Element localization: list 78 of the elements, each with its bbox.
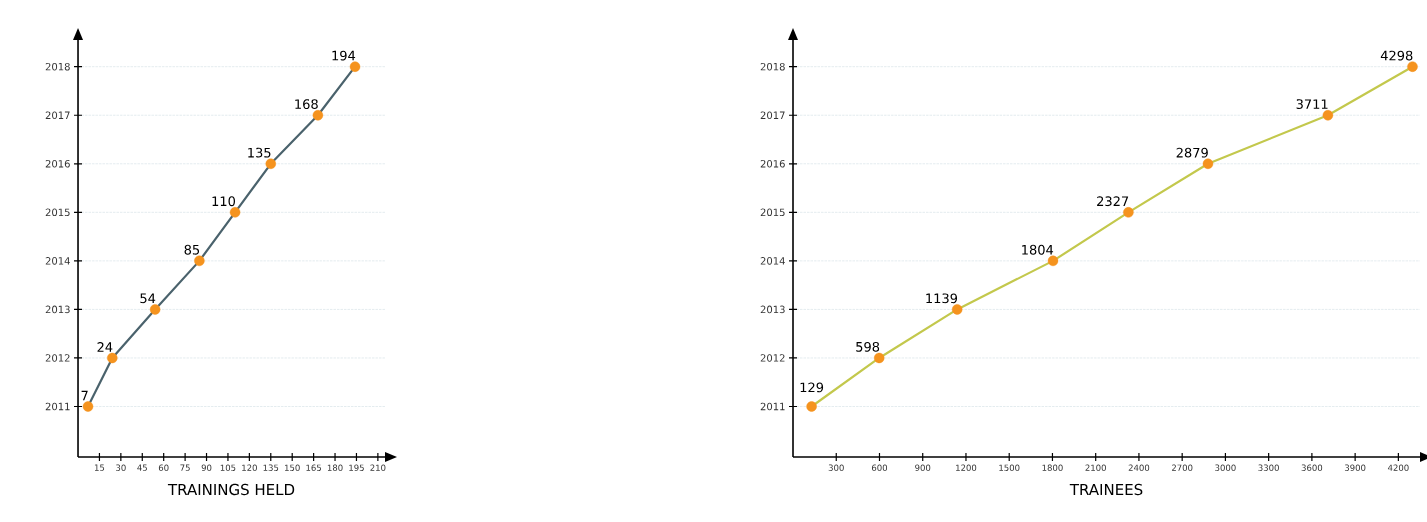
- x-tick-label: 60: [158, 464, 169, 471]
- x-tick-label: 3300: [1258, 464, 1279, 471]
- x-tick-label: 75: [180, 464, 190, 471]
- y-tick-label: 2015: [45, 208, 70, 217]
- data-label: 3711: [1296, 99, 1328, 110]
- x-tick-label: 30: [116, 464, 126, 471]
- data-label: 194: [332, 50, 356, 61]
- x-tick-label: 600: [871, 464, 888, 471]
- x-tick-label: 180: [327, 464, 343, 471]
- x-tick-label: 2700: [1171, 464, 1193, 471]
- x-tick-label: 45: [137, 464, 147, 471]
- point: [1123, 207, 1134, 218]
- x-tick-label: 900: [915, 464, 931, 471]
- x-tick-label: 120: [242, 464, 257, 471]
- data-label: 1804: [1022, 244, 1054, 255]
- data-label: 24: [97, 342, 113, 352]
- point: [806, 401, 817, 412]
- y-tick-label: 2017: [760, 111, 785, 120]
- data-label: 7: [81, 390, 88, 401]
- data-label: 85: [184, 244, 200, 255]
- x-tick-label: 300: [828, 464, 844, 471]
- x-tick-label: 2100: [1085, 464, 1106, 471]
- point: [1322, 110, 1334, 121]
- x-tick-label: 3000: [1215, 464, 1236, 471]
- point: [82, 401, 94, 412]
- x-tick-label: 135: [263, 464, 279, 471]
- point: [149, 304, 161, 315]
- point: [349, 61, 361, 72]
- y-tick-label: 2013: [45, 305, 70, 314]
- data-label: 2327: [1097, 196, 1129, 207]
- x-axis-title: TRAININGS HELD: [167, 483, 295, 496]
- x-tick-label: 3900: [1344, 464, 1366, 471]
- y-tick-label: 2011: [45, 402, 70, 411]
- x-tick-label: 150: [285, 464, 300, 471]
- x-tick-label: 90: [201, 464, 212, 471]
- y-tick-label: 2013: [760, 305, 785, 314]
- x-tick-label: 15: [94, 464, 105, 471]
- y-tick-label: 2018: [760, 62, 785, 71]
- data-label: 1139: [926, 293, 958, 304]
- point: [951, 304, 963, 315]
- data-label: 54: [140, 293, 156, 304]
- y-tick-label: 2018: [45, 62, 70, 71]
- point: [1407, 61, 1418, 72]
- x-tick-label: 1800: [1042, 464, 1063, 471]
- point: [194, 255, 205, 267]
- x-tick-label: 3600: [1301, 464, 1323, 471]
- x-tick-label: 2400: [1128, 464, 1150, 471]
- data-label: 110: [212, 196, 236, 207]
- y-tick-label: 2016: [760, 159, 785, 168]
- y-tick-label: 2016: [45, 159, 70, 168]
- x-tick-label: 4200: [1387, 464, 1409, 471]
- point: [107, 352, 118, 364]
- point: [874, 352, 885, 364]
- data-label: 129: [800, 382, 824, 393]
- data-label: 168: [295, 99, 318, 110]
- point: [312, 110, 324, 121]
- y-tick-label: 2011: [760, 402, 785, 411]
- point: [1047, 255, 1059, 267]
- data-label: 2879: [1176, 147, 1208, 158]
- y-tick-label: 2014: [45, 257, 70, 265]
- x-tick-label: 1200: [956, 464, 977, 471]
- data-label: 598: [856, 341, 880, 352]
- x-axis-title: TRAINEES: [1069, 483, 1143, 496]
- x-tick-label: 195: [349, 464, 364, 471]
- point: [229, 207, 241, 218]
- y-tick-label: 2017: [45, 111, 70, 120]
- x-tick-label: 210: [370, 464, 386, 471]
- point: [1202, 158, 1214, 169]
- point: [265, 158, 276, 169]
- y-tick-label: 2014: [760, 257, 785, 265]
- y-tick-label: 2012: [45, 354, 70, 362]
- y-tick-label: 2012: [760, 354, 785, 362]
- x-tick-label: 165: [306, 464, 321, 471]
- x-tick-label: 105: [220, 464, 236, 471]
- x-tick-label: 1500: [999, 464, 1020, 471]
- data-label: 135: [248, 147, 271, 158]
- y-tick-label: 2015: [760, 208, 785, 217]
- data-label: 4298: [1380, 50, 1413, 61]
